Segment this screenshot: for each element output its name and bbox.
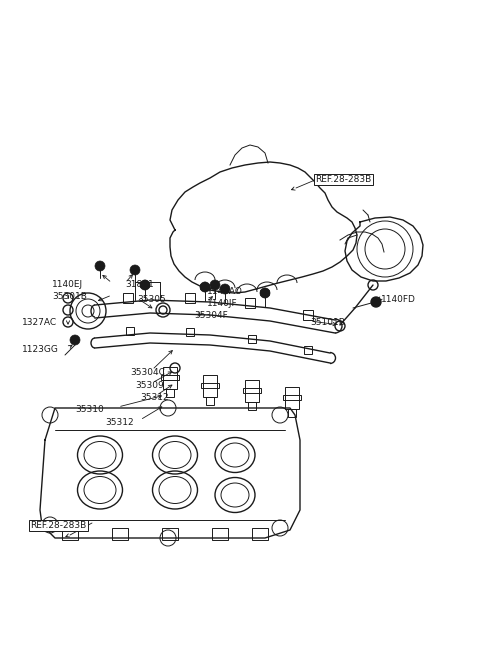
- Text: 1140FD: 1140FD: [381, 295, 416, 304]
- Text: 1140JF: 1140JF: [207, 299, 238, 308]
- Circle shape: [200, 282, 210, 292]
- Circle shape: [95, 261, 105, 271]
- Bar: [185, 293, 195, 303]
- Text: 35309: 35309: [135, 381, 164, 390]
- Bar: [248, 402, 256, 410]
- Bar: [62, 528, 78, 540]
- Bar: [252, 528, 268, 540]
- Text: 35301B: 35301B: [52, 292, 87, 301]
- Bar: [288, 409, 296, 417]
- Bar: [285, 387, 299, 409]
- Text: 1123GG: 1123GG: [22, 345, 59, 354]
- Bar: [245, 298, 255, 308]
- Text: 1140AO: 1140AO: [207, 287, 243, 296]
- Text: 35312: 35312: [140, 393, 168, 402]
- Bar: [123, 293, 133, 303]
- Text: 35101B: 35101B: [310, 318, 345, 327]
- Circle shape: [260, 288, 270, 298]
- Bar: [161, 375, 179, 380]
- Bar: [166, 389, 174, 397]
- Bar: [162, 528, 178, 540]
- Circle shape: [70, 335, 80, 345]
- Bar: [303, 310, 313, 320]
- Bar: [248, 335, 256, 343]
- Bar: [283, 395, 301, 400]
- Circle shape: [220, 284, 230, 294]
- Text: 31871: 31871: [125, 280, 154, 289]
- Text: REF.28-283B: REF.28-283B: [315, 175, 371, 184]
- Bar: [206, 397, 214, 405]
- Bar: [243, 388, 261, 393]
- Bar: [245, 380, 259, 402]
- Text: 35310: 35310: [75, 405, 104, 414]
- Text: 1140EJ: 1140EJ: [52, 280, 83, 289]
- Circle shape: [130, 265, 140, 275]
- Bar: [203, 375, 217, 397]
- Bar: [304, 346, 312, 354]
- Bar: [201, 383, 219, 388]
- Text: 1327AC: 1327AC: [22, 318, 57, 327]
- Circle shape: [210, 280, 220, 290]
- Bar: [163, 367, 177, 389]
- Bar: [212, 528, 228, 540]
- Circle shape: [371, 297, 381, 307]
- Text: 35312: 35312: [105, 418, 133, 427]
- Bar: [186, 328, 194, 336]
- Text: 35304C: 35304C: [130, 368, 165, 377]
- Text: REF.28-283B: REF.28-283B: [30, 521, 86, 530]
- Text: 35304F: 35304F: [194, 311, 228, 320]
- Circle shape: [140, 280, 150, 290]
- Bar: [112, 528, 128, 540]
- Bar: [126, 327, 134, 335]
- Text: 35305: 35305: [137, 295, 166, 304]
